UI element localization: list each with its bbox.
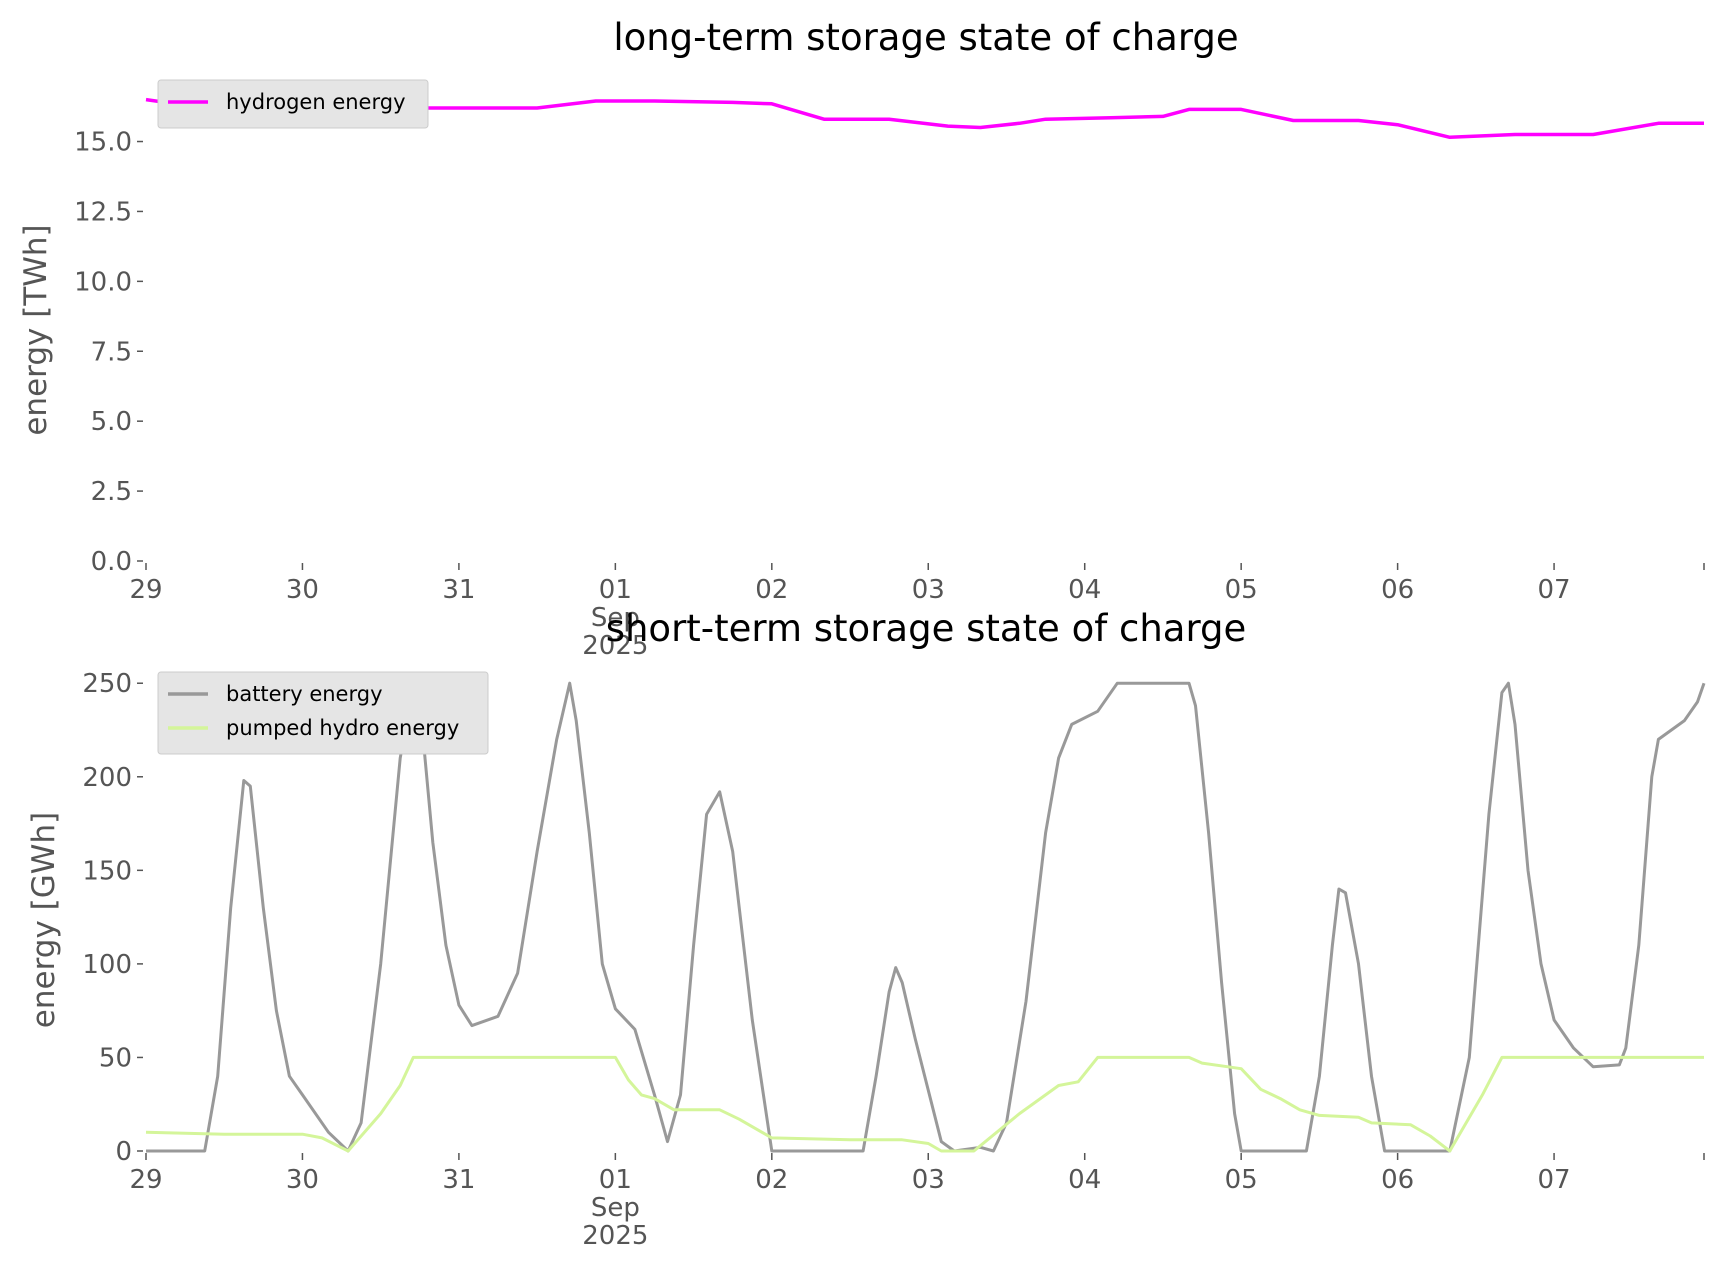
x-tick-label: 03 bbox=[912, 1165, 945, 1195]
legend-label: pumped hydro energy bbox=[226, 716, 459, 740]
chart-title: short-term storage state of charge bbox=[606, 607, 1247, 650]
y-tick-label: 5.0 bbox=[91, 407, 132, 437]
y-tick-label: 150 bbox=[82, 856, 132, 886]
y-tick-label: 50 bbox=[99, 1043, 132, 1073]
y-axis-label: energy [GWh] bbox=[26, 812, 62, 1028]
chart-short-term: short-term storage state of charge energ… bbox=[26, 607, 1706, 1251]
x-tick-label: 05 bbox=[1225, 575, 1258, 605]
x-tick-label: 31 bbox=[442, 1165, 475, 1195]
legend-box bbox=[157, 79, 429, 129]
y-tick-label: 7.5 bbox=[91, 337, 132, 367]
x-tick-label: 04 bbox=[1068, 575, 1101, 605]
x-tick-label: 07 bbox=[1538, 575, 1571, 605]
x-tick-label: 06 bbox=[1381, 1165, 1414, 1195]
y-tick-label: 12.5 bbox=[74, 197, 132, 227]
y-tick-label: 0 bbox=[115, 1137, 132, 1167]
chart-long-term: long-term storage state of charge energy… bbox=[18, 16, 1705, 661]
y-tick-label: 100 bbox=[82, 950, 132, 980]
series-line-hydrogen-energy bbox=[145, 97, 1704, 140]
x-tick-label: 05 bbox=[1225, 1165, 1258, 1195]
legend-box bbox=[157, 671, 489, 755]
y-tick-label: 0.0 bbox=[91, 547, 132, 577]
legend: hydrogen energy bbox=[157, 79, 429, 129]
x-tick-label: 29 bbox=[129, 575, 162, 605]
x-tick-label: 31 bbox=[442, 575, 475, 605]
legend-label: battery energy bbox=[226, 682, 383, 706]
x-tick-label: 01 bbox=[599, 1165, 632, 1195]
x-tick-label: 01 bbox=[599, 575, 632, 605]
x-tick-sublabel: 2025 bbox=[582, 631, 648, 661]
x-tick-label: 07 bbox=[1538, 1165, 1571, 1195]
x-tick-label: 02 bbox=[755, 575, 788, 605]
y-tick-label: 250 bbox=[82, 669, 132, 699]
y-tick-label: 2.5 bbox=[91, 477, 132, 507]
y-tick-label: 200 bbox=[82, 763, 132, 793]
x-tick-label: 29 bbox=[129, 1165, 162, 1195]
legend-label: hydrogen energy bbox=[226, 90, 406, 114]
x-tick-sublabel: Sep bbox=[591, 603, 640, 633]
y-axis-label: energy [TWh] bbox=[18, 224, 54, 435]
x-tick-label: 30 bbox=[286, 575, 319, 605]
x-tick-label: 02 bbox=[755, 1165, 788, 1195]
legend: battery energy pumped hydro energy bbox=[157, 671, 489, 755]
series-line-pumped-hydro-energy bbox=[145, 1055, 1704, 1153]
x-tick-sublabel: 2025 bbox=[582, 1221, 648, 1251]
x-tick-label: 03 bbox=[912, 575, 945, 605]
x-tick-sublabel: Sep bbox=[591, 1193, 640, 1223]
y-tick-label: 10.0 bbox=[74, 267, 132, 297]
x-tick-label: 04 bbox=[1068, 1165, 1101, 1195]
x-tick-label: 06 bbox=[1381, 575, 1414, 605]
y-tick-label: 15.0 bbox=[74, 128, 132, 158]
x-tick-label: 30 bbox=[286, 1165, 319, 1195]
chart-title: long-term storage state of charge bbox=[613, 16, 1238, 59]
